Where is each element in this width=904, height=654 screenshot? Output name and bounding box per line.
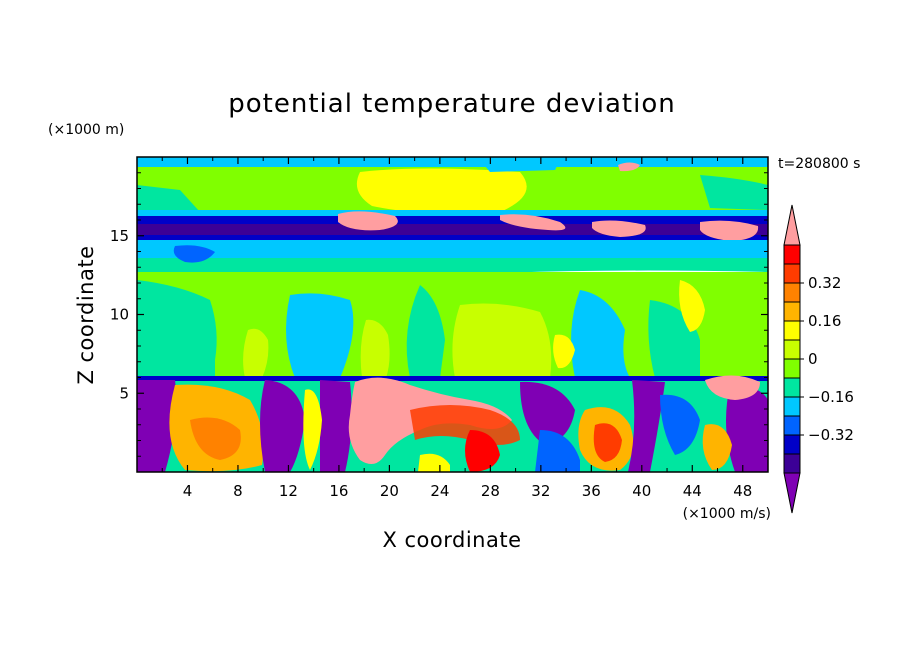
blue-cell [660,394,700,455]
colorbar-max-extension [783,204,801,246]
x-tick-label: 36 [582,482,601,500]
x-axis-label: X coordinate [382,528,521,552]
colorbar-label: 0.32 [808,274,841,292]
yellow-cell [303,389,322,470]
purple-cell [520,381,575,445]
pink-patch [700,220,759,241]
yellow-column [553,334,575,369]
colorbar-box [783,358,801,379]
colorbar-box [783,244,801,265]
contour-field [137,157,768,472]
red-band [410,405,520,445]
x-tick-label: 44 [683,482,702,500]
colorbar-box [783,320,801,341]
purple-cell [137,380,177,472]
colorbar-label: 0 [808,350,818,368]
y-axis-label: Z coordinate [74,245,98,384]
teal-column [406,285,445,378]
x-tick-label: 20 [380,482,399,500]
colorbar-min-extension [783,472,801,514]
pink-patch [338,211,398,231]
chart-title: potential temperature deviation [228,89,675,119]
colorbar-box [783,377,801,398]
y-axis-ticks: 5 10 15 [110,172,768,457]
yellow-column [243,328,269,378]
cyan-top-left [137,185,200,212]
pink-patch [705,375,760,400]
colorbar-label: −0.32 [808,426,854,444]
colorbar-box [783,396,801,417]
purple-cell [260,380,305,472]
purple-cell [320,380,352,472]
x-tick-label: 24 [430,482,449,500]
orange-cell [702,424,732,470]
purple-cell [628,380,665,472]
colorbar-label: 0.16 [808,312,841,330]
red-core [593,423,622,462]
band-blue-strip [137,210,768,218]
yellow-column [679,280,705,332]
yellow-column [360,319,390,378]
cyan-mid-transition [137,258,768,276]
colorbar-box [783,282,801,303]
band-navy-lower [137,235,768,240]
x-tick-label: 16 [329,482,348,500]
y-tick-label: 10 [110,306,129,324]
purple-cell [726,385,768,472]
pink-patch [592,220,646,237]
colorbar: 0.32 0.16 0 −0.16 −0.32 [783,204,854,514]
x-tick-label: 8 [233,482,243,500]
pink-patch [500,214,566,231]
band-navy [137,216,768,224]
yellow-cell [418,453,450,472]
cyan-top-right [700,175,768,210]
x-unit-label: (×1000 m/s) [683,506,771,522]
colorbar-box [783,453,801,474]
cyan-column [571,290,630,378]
red-plume [465,430,500,472]
cyan-top-patch [480,160,560,172]
x-tick-label: 28 [481,482,500,500]
time-label: t=280800 s [778,156,860,172]
colorbar-box [783,301,801,322]
y-tick-label: 15 [110,227,129,245]
x-tick-label: 40 [632,482,651,500]
colorbar-box [783,263,801,284]
x-tick-label: 48 [733,482,752,500]
band-mid-cyan [137,240,768,260]
x-tick-label: 12 [279,482,298,500]
x-axis-ticks: 4 8 12 16 20 24 28 32 36 40 44 48 [161,157,752,500]
red-cell [190,417,241,460]
pink-patch [618,162,640,172]
yellow-top-patch [356,168,527,214]
y-tick-label: 5 [119,384,129,402]
colorbar-box [783,415,801,436]
yellow-column [452,303,552,378]
cyan-column [286,293,354,378]
lower-interface [137,376,768,381]
band-top [137,157,768,167]
teal-column [137,280,217,378]
blue-cell [535,430,580,472]
colorbar-box [783,339,801,360]
x-tick-label: 32 [531,482,550,500]
blue-mid-blob [173,245,215,263]
y-unit-label: (×1000 m) [48,122,124,138]
x-tick-label: 4 [183,482,193,500]
colorbar-label: −0.16 [808,388,854,406]
colorbar-box [783,434,801,455]
